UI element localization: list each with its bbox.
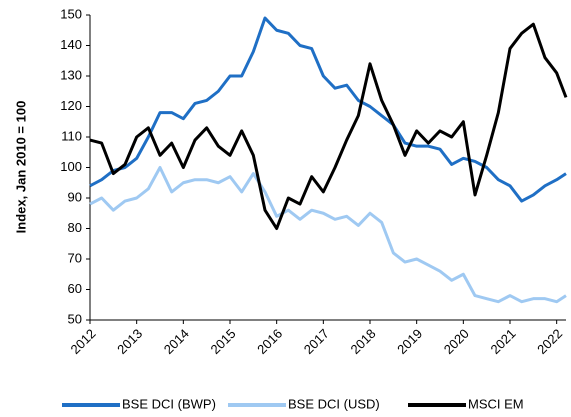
x-tick-label: 2015 bbox=[207, 326, 238, 357]
y-tick-label: 150 bbox=[60, 6, 82, 21]
series-line bbox=[89, 166, 567, 304]
y-axis-label: Index, Jan 2010 = 100 bbox=[13, 101, 28, 234]
x-tick-label: 2013 bbox=[114, 326, 145, 357]
y-tick-label: 80 bbox=[68, 220, 82, 235]
x-tick-label: 2012 bbox=[67, 326, 98, 357]
legend-label: MSCI EM bbox=[468, 396, 524, 411]
y-tick-label: 100 bbox=[60, 159, 82, 174]
x-tick-label: 2016 bbox=[254, 326, 285, 357]
y-tick-label: 140 bbox=[60, 37, 82, 52]
x-tick-label: 2021 bbox=[487, 326, 518, 357]
series-line bbox=[89, 22, 568, 230]
x-tick-label: 2022 bbox=[534, 326, 565, 357]
y-tick-label: 110 bbox=[61, 128, 82, 143]
y-tick-label: 120 bbox=[60, 98, 82, 113]
series-line bbox=[89, 16, 567, 203]
x-tick-label: 2017 bbox=[301, 326, 332, 357]
legend-label: BSE DCI (USD) bbox=[288, 396, 380, 411]
y-tick-label: 130 bbox=[60, 67, 82, 82]
x-tick-label: 2014 bbox=[161, 326, 192, 357]
y-tick-label: 90 bbox=[68, 189, 82, 204]
y-tick-label: 60 bbox=[68, 281, 82, 296]
x-tick-label: 2020 bbox=[441, 326, 472, 357]
x-tick-label: 2018 bbox=[347, 326, 378, 357]
legend-label: BSE DCI (BWP) bbox=[122, 396, 216, 411]
x-tick-label: 2019 bbox=[394, 326, 425, 357]
y-tick-label: 50 bbox=[68, 311, 82, 326]
y-tick-label: 70 bbox=[68, 250, 82, 265]
